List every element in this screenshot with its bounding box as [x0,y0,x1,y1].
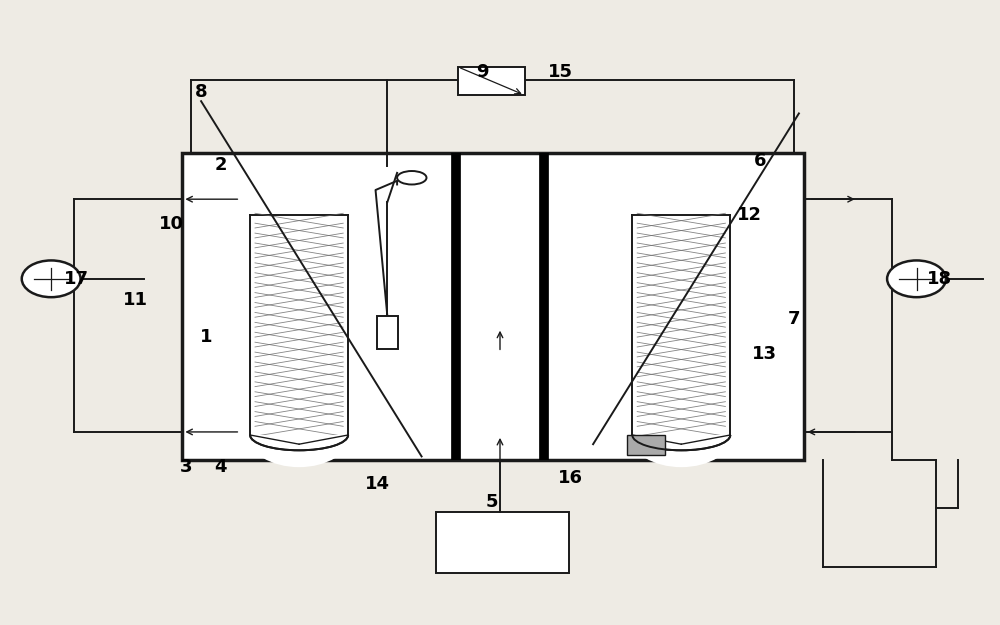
Text: 5: 5 [486,493,498,511]
Text: 11: 11 [123,291,148,309]
Text: 18: 18 [926,270,952,288]
Bar [627,435,665,454]
Text: 14: 14 [365,475,390,493]
Wedge shape [248,435,351,467]
Bar [182,153,804,459]
Text: 1: 1 [200,328,212,346]
Text: 7: 7 [788,309,800,328]
Circle shape [22,261,81,297]
Bar [377,316,398,349]
Text: 9: 9 [476,63,489,81]
Text: 12: 12 [737,206,762,224]
Text: 15: 15 [548,63,573,81]
Text: 6: 6 [753,152,766,169]
Circle shape [887,261,946,297]
Text: 4: 4 [214,458,227,476]
Text: 13: 13 [752,345,777,363]
Text: 17: 17 [64,270,89,288]
Text: 10: 10 [159,214,184,232]
Text: 3: 3 [180,458,193,476]
Text: 8: 8 [195,83,207,101]
Bar [436,511,569,572]
Text: 2: 2 [214,156,227,174]
Wedge shape [630,435,733,467]
Bar [458,67,524,95]
Text: 16: 16 [558,469,583,487]
